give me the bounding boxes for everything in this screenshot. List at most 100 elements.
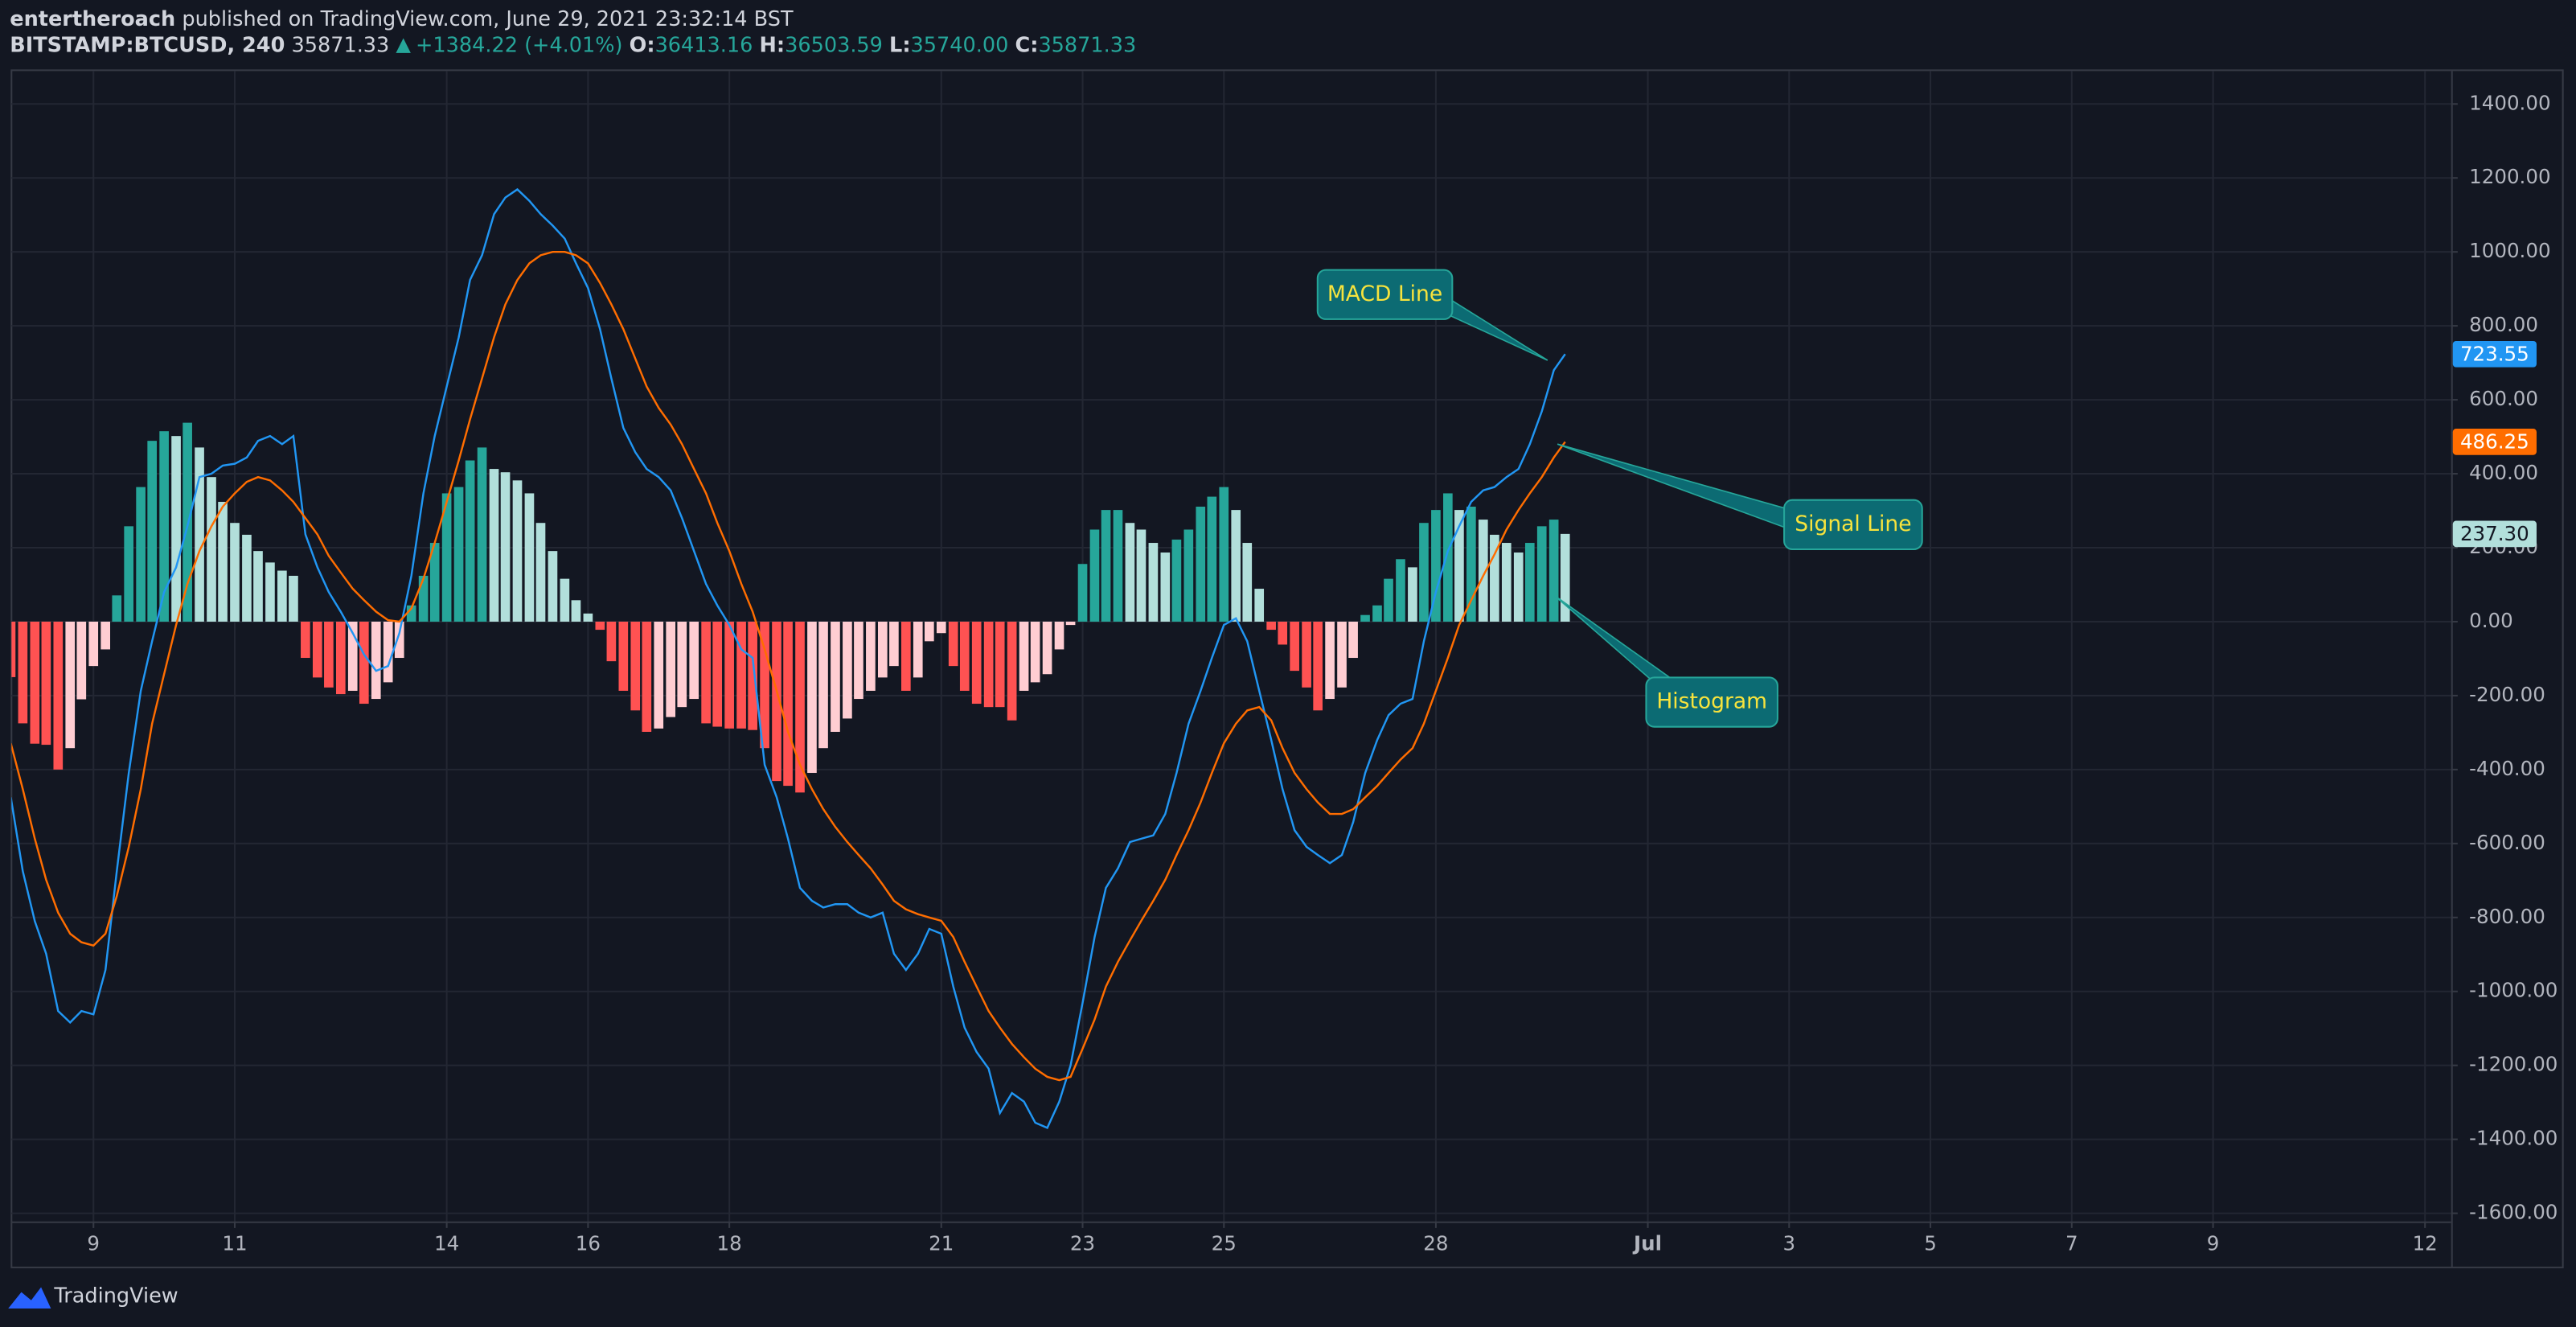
histogram-bar xyxy=(1054,621,1064,650)
plot xyxy=(11,187,1570,1129)
callout-text: Histogram xyxy=(1656,689,1767,714)
histogram-bar xyxy=(606,621,617,662)
x-tick-label: 9 xyxy=(87,1231,100,1255)
histogram-bar xyxy=(512,480,523,622)
y-tick-label: 600.00 xyxy=(2469,387,2538,410)
histogram-bar xyxy=(406,605,416,622)
histogram-bar xyxy=(1242,543,1253,622)
x-tick-label: 9 xyxy=(2207,1231,2220,1255)
histogram-bar xyxy=(1443,493,1453,622)
histogram-bar xyxy=(1302,621,1311,688)
histogram-bar xyxy=(983,621,994,708)
histogram-bar xyxy=(1501,543,1512,622)
histogram-bar xyxy=(11,621,16,677)
callout-box xyxy=(1316,269,1454,320)
histogram-bar xyxy=(595,621,605,631)
histogram-bar xyxy=(1490,534,1499,622)
histogram-bar xyxy=(147,441,158,622)
y-tick-label: -400.00 xyxy=(2469,757,2545,780)
low-label: L: xyxy=(889,34,910,58)
x-tick-label: 5 xyxy=(1924,1231,1937,1255)
author: entertheroach xyxy=(10,7,175,31)
x-tick-label: 25 xyxy=(1212,1231,1237,1255)
axes: 1400.00 1200.00 1000.00 800.00 600.00 400.00 2… xyxy=(87,91,2558,1255)
histogram-bar xyxy=(230,523,240,622)
y-tick-label: -200.00 xyxy=(2469,683,2545,706)
x-tick-label: 23 xyxy=(1070,1231,1095,1255)
histogram-bar xyxy=(1454,510,1464,622)
histogram-bar xyxy=(618,621,629,691)
histogram-bar xyxy=(453,487,464,622)
histogram-bar xyxy=(195,447,204,622)
histogram-bar xyxy=(394,621,404,659)
histogram-bar xyxy=(1548,520,1559,622)
histogram-bar xyxy=(925,621,934,642)
high-label: H: xyxy=(760,34,786,58)
x-tick-label: 7 xyxy=(2065,1231,2078,1255)
histogram-bar xyxy=(913,621,923,678)
x-tick-label: 21 xyxy=(929,1231,954,1255)
histogram-bar xyxy=(88,621,99,667)
histogram-bar xyxy=(1125,523,1135,622)
histogram-bar xyxy=(654,621,664,729)
last-value-box xyxy=(2452,340,2537,368)
histogram-bar xyxy=(1089,529,1100,622)
histogram-bar xyxy=(1042,621,1052,675)
change: +1384.22 (+4.01%) xyxy=(416,34,623,58)
histogram-bar xyxy=(1019,621,1029,691)
histogram-bar xyxy=(1348,621,1358,659)
histogram-bar xyxy=(277,570,287,622)
histogram-bar xyxy=(736,621,746,729)
last-value-label: 237.30 xyxy=(2460,522,2529,545)
histogram-bar xyxy=(371,621,381,700)
histogram-bar xyxy=(1536,526,1547,622)
price: 35871.33 xyxy=(291,34,389,58)
histogram-bar xyxy=(207,477,216,622)
header-line-1: entertheroach published on TradingView.c… xyxy=(10,7,794,31)
y-tick-label: 800.00 xyxy=(2469,313,2538,336)
last-value-label: 486.25 xyxy=(2460,429,2529,453)
close-label: C: xyxy=(1015,34,1038,58)
footer-logo xyxy=(8,1287,51,1309)
histogram-bar xyxy=(1408,567,1417,622)
callout-box xyxy=(1783,499,1923,551)
histogram-bar xyxy=(1171,539,1182,622)
histogram-bar xyxy=(489,469,499,622)
y-tick-label: 400.00 xyxy=(2469,461,2538,484)
histogram-bar xyxy=(831,621,840,732)
y-tick-label: 0.00 xyxy=(2469,609,2513,632)
histogram-bar xyxy=(100,621,111,650)
histogram-bar xyxy=(53,621,64,770)
up-arrow xyxy=(396,38,411,53)
histogram-bar xyxy=(878,621,888,678)
x-tick-label: 28 xyxy=(1423,1231,1448,1255)
y-tick-label: -1600.00 xyxy=(2469,1201,2558,1224)
histogram-bar xyxy=(971,621,982,705)
x-tick-label: 16 xyxy=(576,1231,601,1255)
histogram-bar xyxy=(242,534,252,622)
histogram-bar xyxy=(1101,510,1111,622)
callout-text: Signal Line xyxy=(1795,511,1911,536)
histogram-bar xyxy=(1136,529,1146,622)
callout-macd: MACD Line xyxy=(1316,269,1548,361)
histogram-bar xyxy=(548,551,558,622)
histogram-bar xyxy=(936,621,946,634)
histogram-bar xyxy=(1219,487,1229,622)
histogram-bar xyxy=(1207,496,1217,622)
histogram-bar xyxy=(1431,510,1441,622)
callout-box xyxy=(1645,676,1778,728)
histogram-bar xyxy=(335,621,346,695)
histogram-bar xyxy=(383,621,393,683)
histogram-bar xyxy=(41,621,51,746)
callout-signal: Signal Line xyxy=(1557,443,1923,551)
x-tick-label: 14 xyxy=(434,1231,459,1255)
histogram-bar xyxy=(1196,506,1206,622)
open: 36413.16 xyxy=(655,34,753,58)
header-line-2: BITSTAMP:BTCUSD, 240 35871.33 +1384.22 (+… xyxy=(10,34,1136,58)
histogram-bar xyxy=(1396,559,1405,622)
histogram-bar xyxy=(748,621,757,730)
y-tick-label: 1400.00 xyxy=(2469,91,2550,114)
histogram-bar xyxy=(1513,552,1524,622)
y-tick-label: -800.00 xyxy=(2469,905,2545,928)
